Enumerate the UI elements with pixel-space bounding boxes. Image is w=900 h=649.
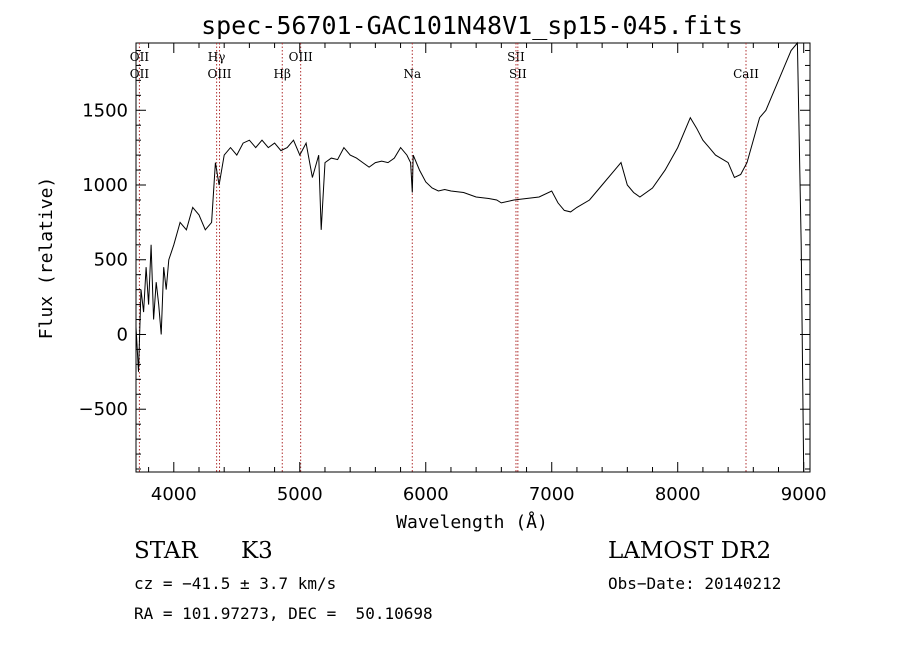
- object-class: STAR: [134, 538, 198, 564]
- spectral-line-markers: OII OII Hγ OIII Hβ OIII Na SII SII CaII: [130, 43, 759, 472]
- spectral-line-label-top: OIII: [289, 50, 313, 64]
- x-tick-label: 9000: [781, 484, 827, 505]
- spectral-line-label-bottom: Na: [403, 67, 421, 81]
- spectral-line-label-top: SII: [507, 50, 525, 64]
- spectral-line-label-top: Hγ: [208, 50, 226, 64]
- y-tick-label: 1500: [82, 100, 128, 121]
- axis-ticks: 4000 5000 6000 7000 8000 9000 −500 0 500 1000 1500: [79, 43, 827, 505]
- x-tick-label: 8000: [655, 484, 701, 505]
- chart-title: spec-56701-GAC101N48V1_sp15-045.fits: [201, 11, 743, 40]
- x-axis-label: Wavelength (Å): [396, 511, 548, 533]
- spectrum-line: [135, 41, 805, 473]
- spectral-line-label-bottom: CaII: [733, 67, 759, 81]
- x-tick-label: 5000: [277, 484, 323, 505]
- spectral-line-label-bottom: OII: [130, 67, 150, 81]
- spectral-line-label-bottom: SII: [509, 67, 527, 81]
- y-axis-label: Flux (relative): [36, 177, 57, 340]
- y-tick-label: 500: [94, 250, 128, 271]
- x-tick-label: 6000: [403, 484, 449, 505]
- object-subclass: K3: [241, 538, 273, 564]
- observation-date: Obs−Date: 20140212: [608, 574, 782, 593]
- x-tick-label: 4000: [151, 484, 197, 505]
- y-tick-label: 0: [117, 324, 128, 345]
- x-tick-label: 7000: [529, 484, 575, 505]
- plot-frame: [135, 42, 811, 473]
- y-tick-label: 1000: [82, 175, 128, 196]
- survey-name: LAMOST DR2: [608, 538, 772, 564]
- redshift-velocity: cz = −41.5 ± 3.7 km/s: [134, 574, 337, 593]
- y-tick-label: −500: [79, 399, 128, 420]
- ra-dec-coordinates: RA = 101.97273, DEC = 50.10698: [134, 604, 433, 623]
- spectral-line-label-bottom: OIII: [207, 67, 231, 81]
- spectral-line-label-top: OII: [130, 50, 150, 64]
- spectral-line-label-bottom: Hβ: [274, 67, 291, 81]
